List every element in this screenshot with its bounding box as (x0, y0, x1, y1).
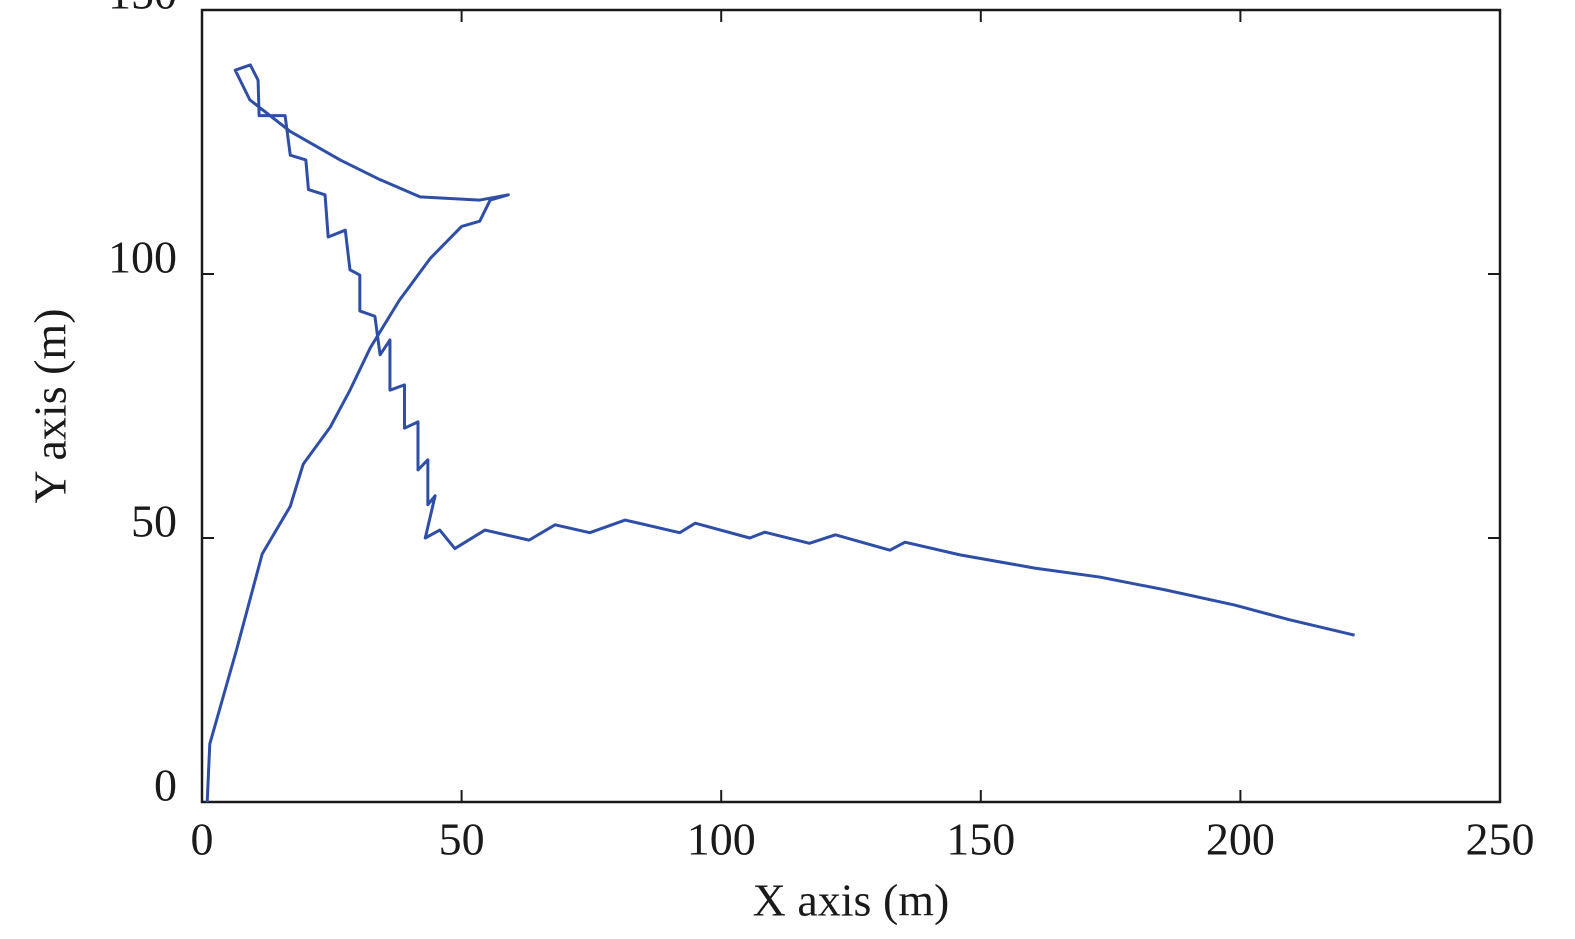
x-tick-label: 0 (191, 814, 214, 865)
y-axis-label: Y axis (m) (25, 308, 76, 503)
y-tick-label: 100 (108, 232, 177, 283)
y-tick-label: 0 (154, 760, 177, 811)
y-tick-label: 150 (108, 0, 177, 19)
y-tick-label: 50 (131, 496, 177, 547)
x-tick-label: 250 (1466, 814, 1535, 865)
x-tick-label: 200 (1206, 814, 1275, 865)
trajectory-line (205, 63, 1355, 803)
x-axis-label: X axis (m) (753, 875, 950, 926)
x-tick-label: 50 (439, 814, 485, 865)
x-tick-label: 100 (687, 814, 756, 865)
x-tick-label: 150 (946, 814, 1015, 865)
plot-frame (200, 8, 1502, 804)
